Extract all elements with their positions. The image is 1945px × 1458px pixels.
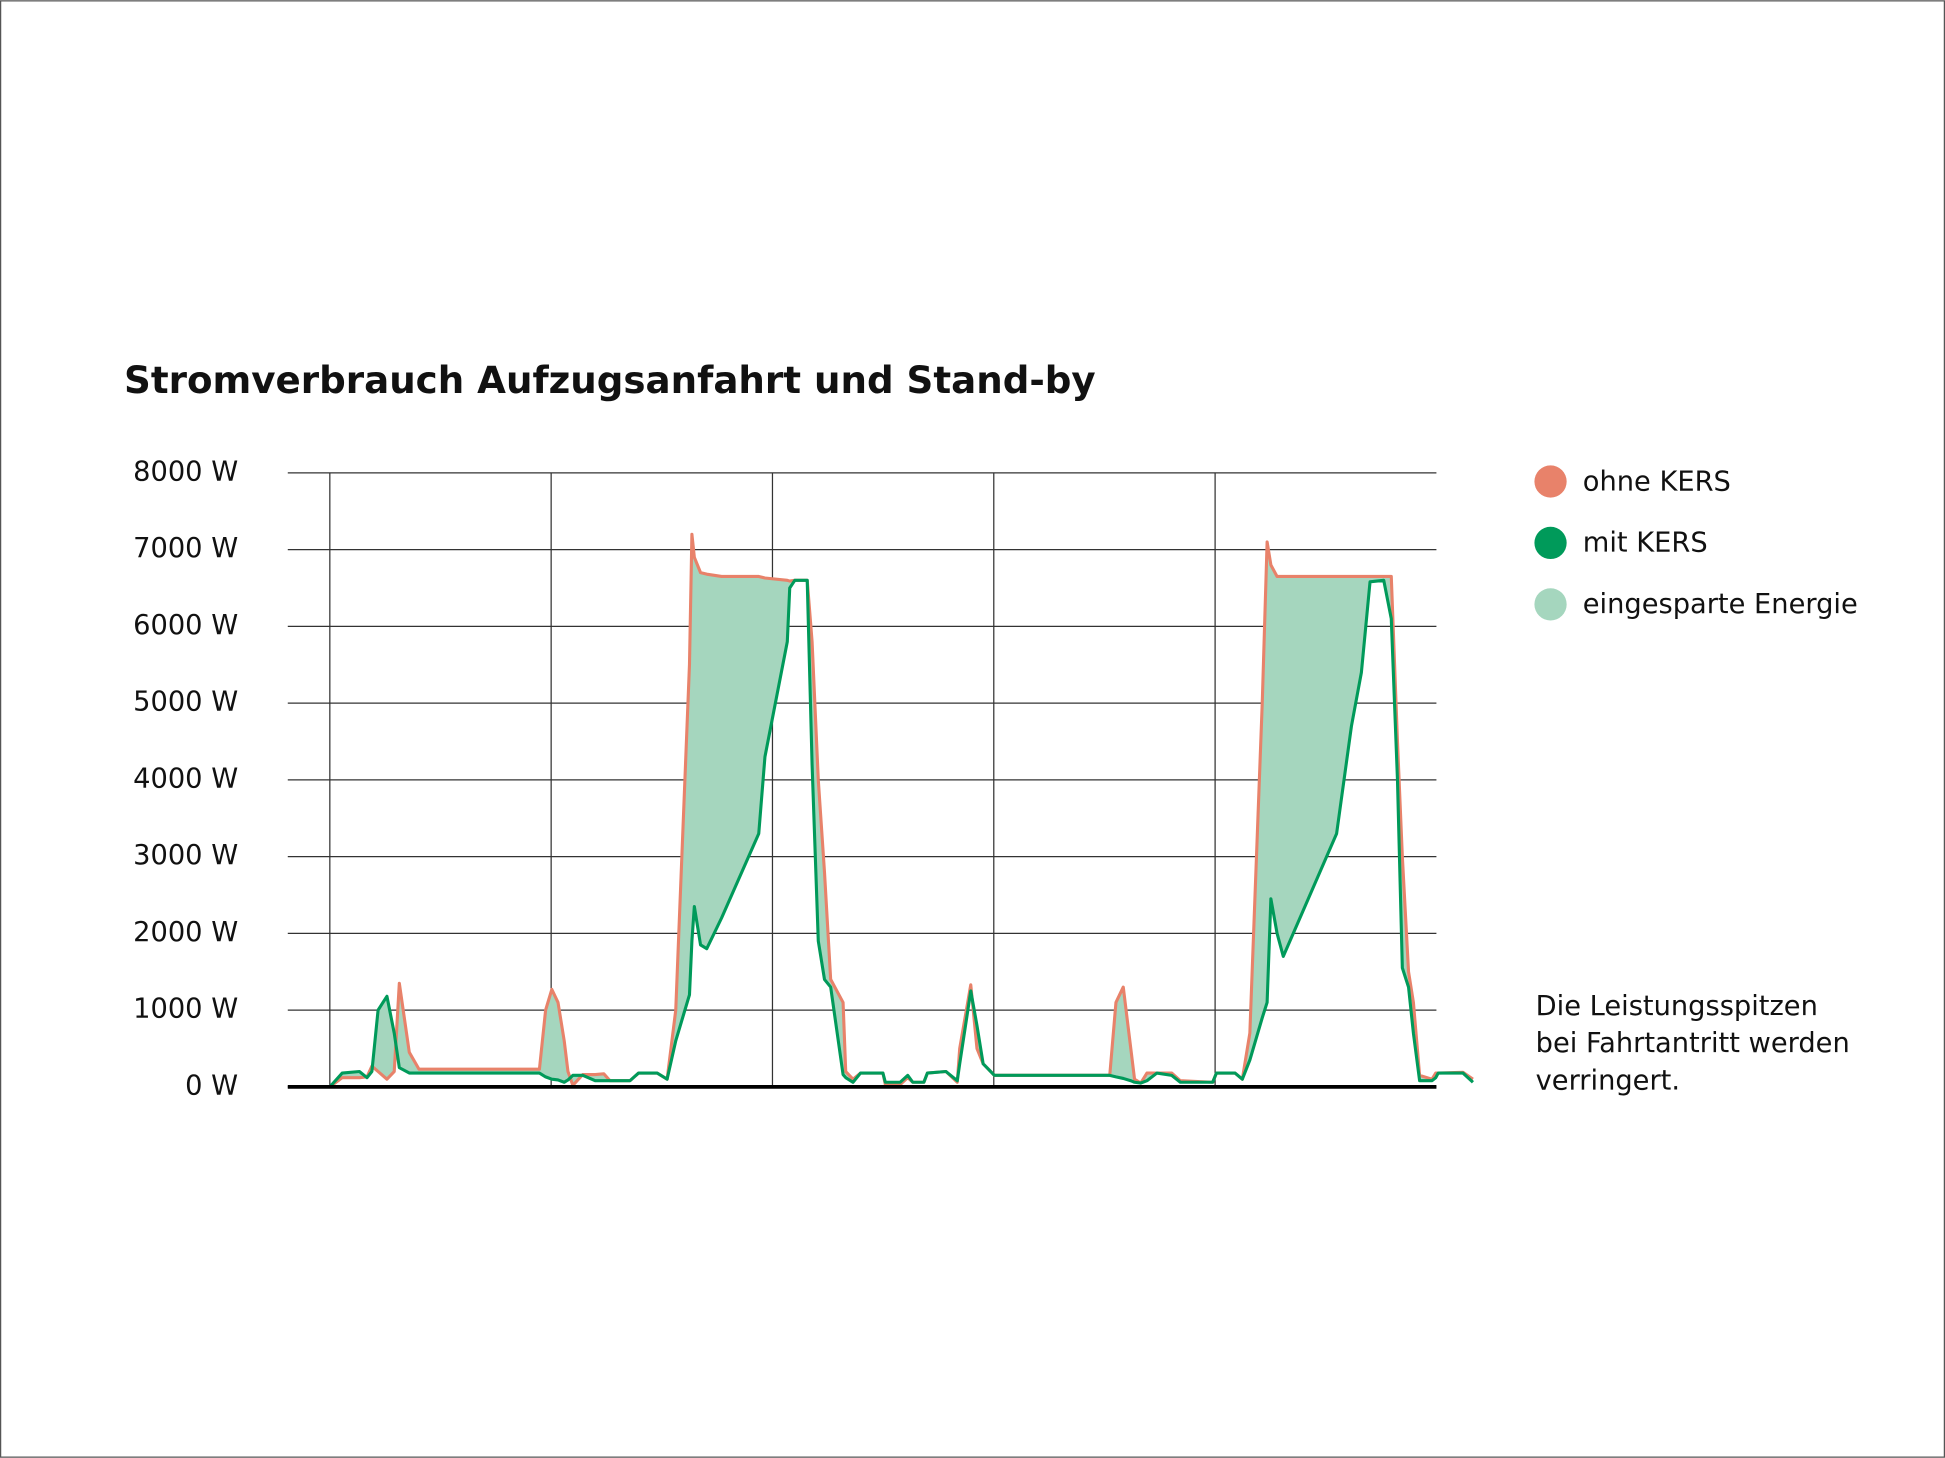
y-tick-label: 3000 W (133, 840, 238, 871)
y-tick-label: 4000 W (133, 763, 238, 794)
legend-swatch (1534, 588, 1567, 621)
y-tick-label: 5000 W (133, 687, 238, 718)
annotation: bei Fahrtantritt werden (1536, 1028, 1850, 1059)
legend-label: mit KERS (1583, 528, 1708, 559)
legend-label: eingesparte Energie (1583, 589, 1858, 620)
legend-label: ohne KERS (1583, 466, 1731, 497)
y-tick-label: 6000 W (133, 610, 238, 641)
chart-title: Stromverbrauch Aufzugsanfahrt und Stand-… (124, 358, 1096, 402)
y-tick-label: 7000 W (133, 533, 238, 564)
legend-swatch (1534, 465, 1567, 498)
series-line (328, 532, 1474, 1089)
y-tick-label: 2000 W (133, 917, 238, 948)
annotation: Die Leistungsspitzen (1536, 991, 1818, 1022)
series-line (328, 578, 1474, 1088)
y-tick-label: 1000 W (133, 994, 238, 1025)
legend-swatch (1534, 526, 1567, 560)
y-tick-label: 0 W (185, 1070, 238, 1101)
annotation: verringert. (1536, 1065, 1680, 1096)
y-tick-label: 8000 W (133, 456, 238, 487)
saved-energy-area (329, 534, 1473, 1087)
